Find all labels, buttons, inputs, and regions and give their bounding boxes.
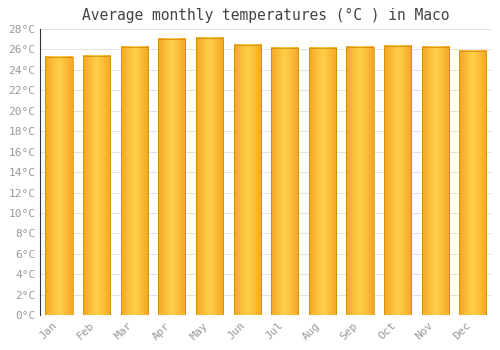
Bar [120, 47, 148, 315]
Bar [346, 47, 374, 315]
Bar [384, 46, 411, 315]
Bar [83, 56, 110, 315]
Bar [46, 57, 72, 315]
Bar [158, 39, 186, 315]
Bar [271, 48, 298, 315]
Bar [460, 51, 486, 315]
Bar [196, 38, 223, 315]
Bar [234, 45, 260, 315]
Bar [422, 47, 449, 315]
Bar [309, 48, 336, 315]
Title: Average monthly temperatures (°C ) in Maco: Average monthly temperatures (°C ) in Ma… [82, 8, 450, 23]
